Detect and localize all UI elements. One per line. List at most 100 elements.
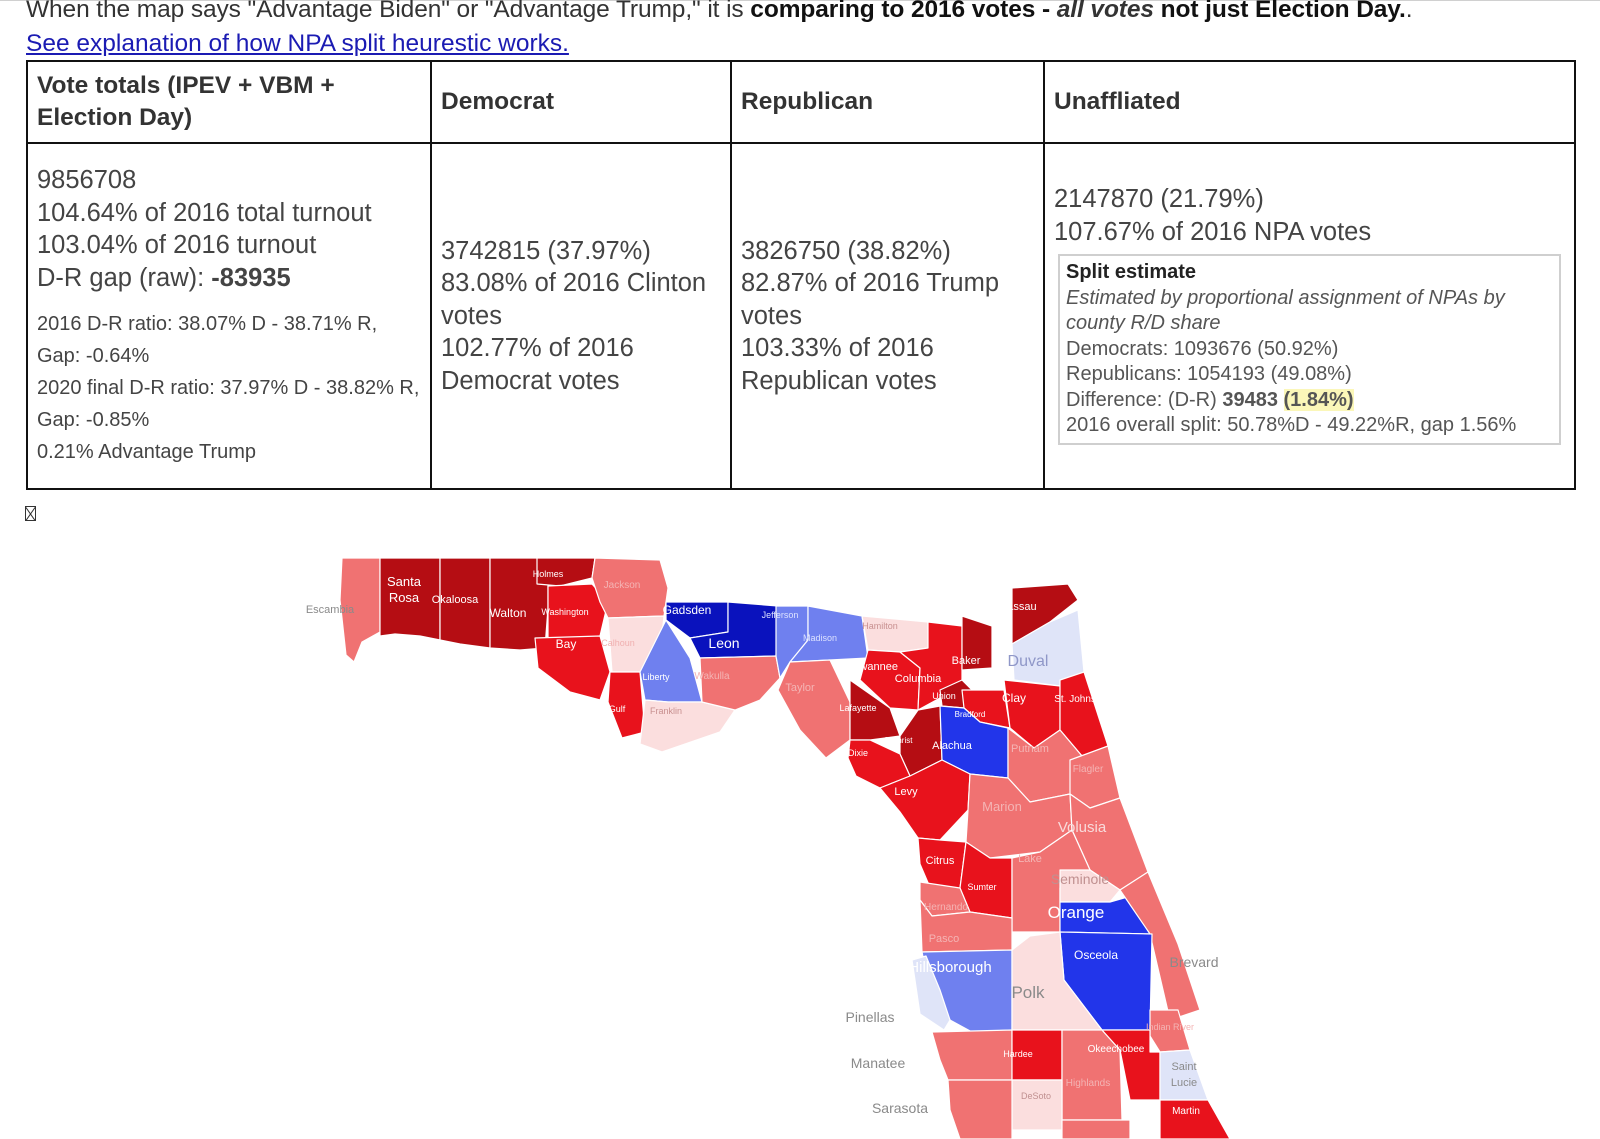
table-header-row: Vote totals (IPEV + VBM + Election Day) …	[26, 60, 1576, 144]
map-label-okaloosa: Okaloosa	[432, 594, 479, 606]
map-label-liberty: Liberty	[642, 672, 670, 682]
map-label-pasco: Pasco	[929, 933, 960, 945]
democrat-votes: 3742815 (37.97%)	[441, 236, 651, 265]
republican-votes: 3826750 (38.82%)	[741, 236, 951, 265]
unaffiliated-cell: 2147870 (21.79%) 107.67% of 2016 NPA vot…	[1043, 142, 1576, 490]
county-okaloosa[interactable]	[439, 557, 491, 649]
map-label-dixie: Dixie	[848, 748, 868, 758]
map-label-polk: Polk	[1011, 983, 1045, 1002]
county-pinellas[interactable]	[911, 955, 951, 1031]
map-label-clay: Clay	[1002, 691, 1026, 705]
ratio-2016: 2016 D-R ratio: 38.07% D - 38.71% R, Gap…	[37, 313, 378, 367]
map-label-martin: Martin	[1172, 1106, 1200, 1117]
map-label-citrus: Citrus	[926, 855, 955, 867]
map-label-saint-lucie-2: Lucie	[1171, 1077, 1197, 1089]
unaffiliated-votes: 2147870 (21.79%)	[1054, 185, 1264, 214]
county-charlotte[interactable]	[1061, 1119, 1131, 1139]
democrat-pct-party: 102.77% of 2016 Democrat votes	[441, 334, 634, 395]
county-wakulla[interactable]	[699, 655, 781, 711]
table-row: 9856708 104.64% of 2016 total turnout 10…	[26, 142, 1576, 490]
map-label-bradford: Bradford	[955, 710, 986, 719]
county-desoto[interactable]	[1011, 1079, 1063, 1131]
split-difference: Difference: (D-R) 39483 (1.84%)	[1066, 388, 1354, 411]
header-vote-totals: Vote totals (IPEV + VBM + Election Day)	[26, 60, 432, 144]
split-title: Split estimate	[1066, 261, 1197, 284]
county-taylor[interactable]	[777, 659, 851, 759]
map-label-nassau: Nassau	[999, 601, 1036, 613]
dr-gap-value: -83935	[211, 263, 291, 292]
pct-turnout: 103.04% of 2016 turnout	[37, 231, 317, 259]
map-label-gilchrist: Gilchrist	[884, 736, 914, 745]
county-lafayette[interactable]	[849, 679, 901, 741]
map-label-gulf: Gulf	[609, 704, 626, 714]
split-difference-value: 39483	[1222, 388, 1278, 411]
header-unaffiliated: Unaffliated	[1043, 60, 1576, 144]
map-label-sarasota: Sarasota	[872, 1100, 928, 1116]
county-baker[interactable]	[961, 615, 993, 671]
county-seminole[interactable]	[1059, 869, 1121, 903]
county-gulf[interactable]	[607, 671, 646, 739]
county-saint-lucie[interactable]	[1159, 1049, 1209, 1101]
map-label-baker: Baker	[952, 655, 981, 667]
map-label-bay: Bay	[556, 637, 577, 651]
top-divider	[0, 0, 1600, 1]
county-martin[interactable]	[1159, 1099, 1231, 1139]
split-difference-pct: (1.84%)	[1283, 388, 1354, 411]
map-label-pinellas: Pinellas	[845, 1009, 894, 1025]
map-label-seminole: Seminole	[1051, 871, 1110, 887]
democrat-cell: 3742815 (37.97%) 83.08% of 2016 Clinton …	[430, 142, 732, 490]
map-label-leon: Leon	[708, 635, 739, 651]
header-democrat: Democrat	[430, 60, 732, 144]
county-franklin[interactable]	[639, 699, 736, 753]
split-republicans: Republicans: 1054193 (49.08%)	[1066, 363, 1352, 386]
map-label-madison: Madison	[803, 633, 837, 643]
map-label-holmes: Holmes	[533, 569, 564, 579]
split-overall-2016: 2016 overall split: 50.78%D - 49.22%R, g…	[1066, 414, 1517, 437]
county-nassau[interactable]	[1011, 583, 1079, 645]
ratio-2020: 2020 final D-R ratio: 37.97% D - 38.82% …	[37, 377, 420, 431]
map-label-lafayette: Lafayette	[839, 703, 876, 713]
map-label-santa-rosa-2: Rosa	[389, 590, 420, 605]
map-label-hardee: Hardee	[1003, 1049, 1033, 1059]
map-label-union: Union	[932, 691, 956, 701]
broken-image-icon	[25, 506, 36, 521]
county-holmes[interactable]	[536, 557, 596, 587]
map-label-putnam: Putnam	[1011, 743, 1049, 755]
intro-text: When the map says "Advantage Biden" or "…	[26, 0, 1413, 23]
unaffiliated-pct-npa: 107.67% of 2016 NPA votes	[1054, 217, 1372, 246]
map-label-jefferson: Jefferson	[762, 610, 799, 620]
republican-pct-trump: 82.87% of 2016 Trump votes	[741, 269, 1000, 330]
totals-cell: 9856708 104.64% of 2016 total turnout 10…	[26, 142, 432, 490]
republican-cell: 3826750 (38.82%) 82.87% of 2016 Trump vo…	[730, 142, 1045, 490]
split-democrats: Democrats: 1093676 (50.92%)	[1066, 337, 1339, 360]
map-label-alachua: Alachua	[932, 740, 973, 752]
map-label-columbia: Columbia	[895, 673, 942, 685]
map-label-okeechobee: Okeechobee	[1088, 1044, 1145, 1055]
map-label-saint-lucie-1: Saint	[1171, 1061, 1196, 1073]
county-bay[interactable]	[534, 635, 611, 701]
map-label-indian-river: Indian River	[1146, 1022, 1194, 1032]
map-label-santa-rosa-1: Santa	[387, 574, 422, 589]
map-label-hamilton: Hamilton	[862, 621, 898, 631]
map-label-hillsborough: Hillsborough	[908, 959, 991, 976]
map-label-calhoun: Calhoun	[601, 638, 635, 648]
map-label-washington: Washington	[541, 607, 588, 617]
map-label-orange: Orange	[1048, 903, 1105, 922]
map-label-lake: Lake	[1018, 853, 1042, 865]
total-votes: 9856708	[37, 166, 137, 194]
npa-explanation-link[interactable]: See explanation of how NPA split heurest…	[26, 30, 569, 57]
map-label-sumter: Sumter	[967, 882, 996, 892]
split-estimate-box: Split estimate Estimated by proportional…	[1058, 254, 1561, 445]
county-manatee[interactable]	[931, 1029, 1013, 1081]
map-label-marion: Marion	[982, 799, 1022, 814]
democrat-pct-clinton: 83.08% of 2016 Clinton votes	[441, 269, 707, 330]
map-label-hernando: Hernando	[924, 902, 968, 913]
vote-totals-table: Vote totals (IPEV + VBM + Election Day) …	[26, 60, 1576, 490]
map-label-walton: Walton	[490, 606, 527, 620]
map-label-jackson: Jackson	[604, 580, 641, 591]
map-label-volusia: Volusia	[1058, 819, 1107, 836]
map-label-desoto: DeSoto	[1021, 1091, 1051, 1101]
county-sarasota[interactable]	[947, 1079, 1013, 1139]
